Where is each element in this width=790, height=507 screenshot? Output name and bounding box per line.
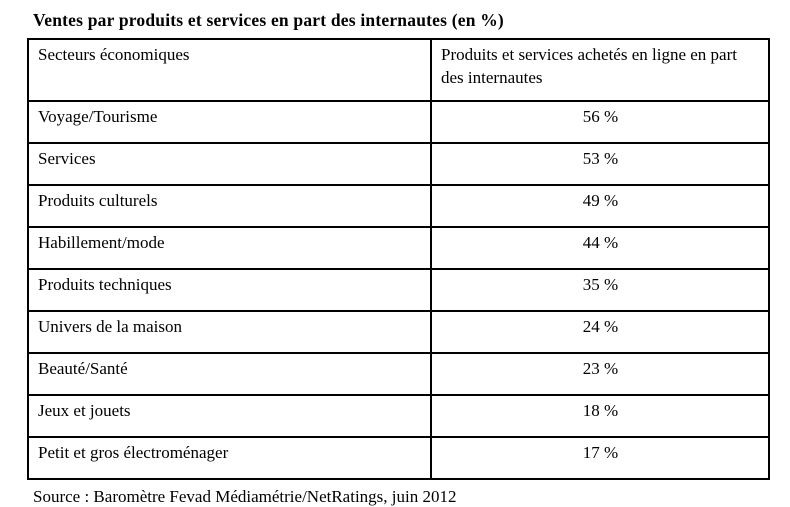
value-cell: 18 %	[430, 394, 770, 438]
sector-cell: Jeux et jouets	[27, 394, 432, 438]
table-row: Produits techniques 35 %	[27, 268, 770, 312]
value-cell: 23 %	[430, 352, 770, 396]
column-header-sector: Secteurs économiques	[27, 38, 432, 102]
value-cell: 44 %	[430, 226, 770, 270]
table-row: Univers de la maison 24 %	[27, 310, 770, 354]
sector-cell: Produits culturels	[27, 184, 432, 228]
table-row: Habillement/mode 44 %	[27, 226, 770, 270]
source-caption: Source : Baromètre Fevad Médiamétrie/Net…	[33, 487, 457, 506]
sector-cell: Petit et gros électroménager	[27, 436, 432, 480]
sales-table: Secteurs économiques Produits et service…	[27, 38, 770, 480]
column-header-value: Produits et services achetés en ligne en…	[430, 38, 770, 102]
value-cell: 35 %	[430, 268, 770, 312]
table-row: Voyage/Tourisme 56 %	[27, 100, 770, 144]
sector-cell: Voyage/Tourisme	[27, 100, 432, 144]
sector-cell: Univers de la maison	[27, 310, 432, 354]
table-header-row: Secteurs économiques Produits et service…	[27, 38, 770, 102]
table-row: Beauté/Santé 23 %	[27, 352, 770, 396]
value-cell: 17 %	[430, 436, 770, 480]
sector-cell: Habillement/mode	[27, 226, 432, 270]
sector-cell: Beauté/Santé	[27, 352, 432, 396]
value-cell: 56 %	[430, 100, 770, 144]
value-cell: 49 %	[430, 184, 770, 228]
value-cell: 53 %	[430, 142, 770, 186]
table-row: Produits culturels 49 %	[27, 184, 770, 228]
table-row: Petit et gros électroménager 17 %	[27, 436, 770, 480]
table-body: Voyage/Tourisme 56 % Services 53 % Produ…	[27, 100, 770, 480]
page-title: Ventes par produits et services en part …	[33, 10, 504, 30]
table-header: Secteurs économiques Produits et service…	[27, 38, 770, 102]
table-row: Services 53 %	[27, 142, 770, 186]
table-row: Jeux et jouets 18 %	[27, 394, 770, 438]
sector-cell: Produits techniques	[27, 268, 432, 312]
sector-cell: Services	[27, 142, 432, 186]
value-cell: 24 %	[430, 310, 770, 354]
